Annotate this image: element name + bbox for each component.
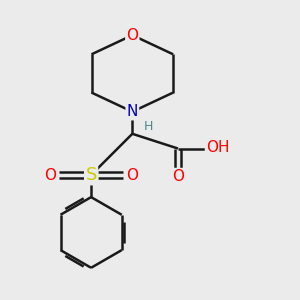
- Text: O: O: [126, 167, 138, 182]
- Text: OH: OH: [206, 140, 230, 154]
- Text: N: N: [127, 104, 138, 119]
- Text: O: O: [44, 167, 56, 182]
- Text: O: O: [172, 169, 184, 184]
- Text: O: O: [126, 28, 138, 43]
- Text: H: H: [144, 120, 153, 133]
- Text: S: S: [85, 166, 97, 184]
